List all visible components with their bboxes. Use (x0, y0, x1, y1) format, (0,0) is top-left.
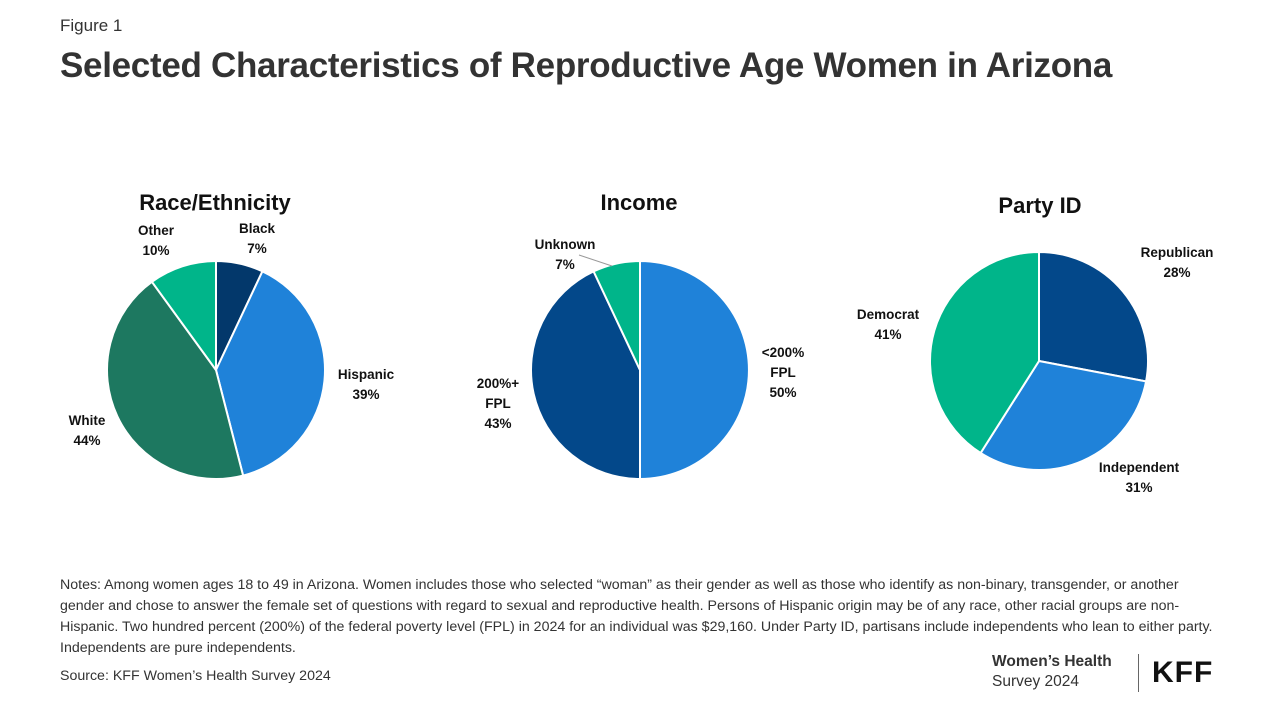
page-title: Selected Characteristics of Reproductive… (60, 46, 1113, 85)
slice-label: Republican 28% (1141, 245, 1214, 280)
slice-label: Democrat 41% (857, 307, 920, 342)
pie-slice (530, 270, 641, 481)
leader-line (578, 254, 613, 267)
slice-label: Other 10% (138, 223, 175, 258)
figure-label: Figure 1 (60, 16, 123, 35)
pie-title: Party ID (998, 193, 1081, 218)
brand-divider (1138, 654, 1139, 692)
pie-chart-1: Race/Ethnicity Black 7% Hispanic 39% White 44%… (69, 190, 395, 480)
pie-title: Race/Ethnicity (139, 190, 291, 215)
survey-brand: Women’s Health Survey 2024 (992, 652, 1162, 692)
pie-slice (214, 270, 326, 477)
pie-title: Income (600, 190, 677, 215)
pie-slice (639, 259, 750, 481)
pie-slice (1038, 250, 1149, 383)
slice-label: Unknown 7% (535, 237, 596, 272)
slice-label: 200%+ FPL 43% (477, 376, 520, 431)
pie-slice (592, 259, 641, 371)
pie-slice (106, 280, 245, 480)
slice-label: White 44% (69, 413, 106, 448)
pie-chart-3: Party ID Republican 28% Independent 31% Democ… (857, 193, 1214, 495)
pie-slice (929, 250, 1040, 455)
kff-logo: KFF (1152, 656, 1214, 689)
survey-brand-line1: Women’s Health (992, 653, 1112, 670)
slice-label: Black 7% (239, 221, 276, 256)
notes-text: Notes: Among women ages 18 to 49 in Ariz… (60, 577, 1213, 656)
source-text: Source: KFF Women’s Health Survey 2024 (60, 668, 331, 684)
pie-charts: Race/Ethnicity Black 7% Hispanic 39% White 44%… (69, 190, 1214, 495)
slice-label: <200% FPL 50% (762, 345, 804, 400)
pie-chart-2: Income <200% FPL 50% 200%+ FPL 43% Unknown 7% (477, 190, 804, 481)
slice-label: Hispanic 39% (338, 367, 395, 402)
slice-label: Independent 31% (1099, 460, 1180, 495)
survey-brand-line2: Survey 2024 (992, 673, 1080, 690)
pie-slice (150, 259, 217, 374)
